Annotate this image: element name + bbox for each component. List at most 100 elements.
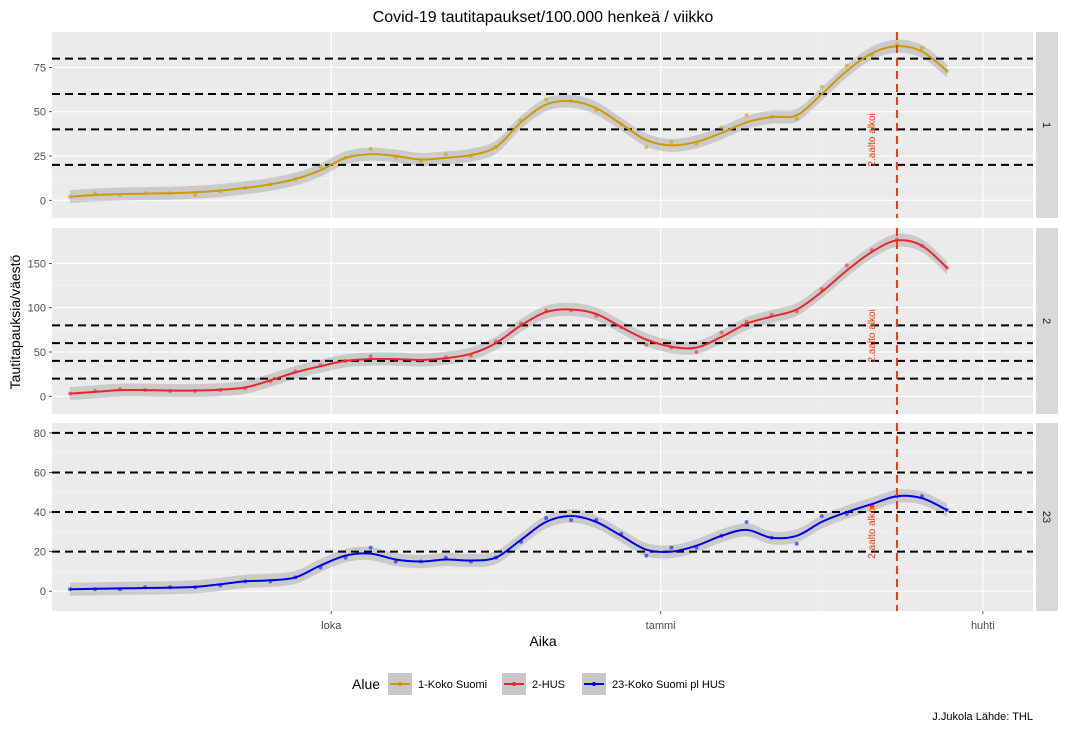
data-point bbox=[619, 531, 624, 536]
data-point bbox=[594, 313, 599, 318]
y-tick-label: 80 bbox=[34, 428, 46, 440]
data-point bbox=[644, 145, 649, 150]
data-point bbox=[493, 555, 498, 560]
data-point bbox=[293, 369, 298, 374]
legend-key-point bbox=[512, 682, 516, 686]
vertical-marker-label: 2.aalto alkoi bbox=[867, 505, 878, 558]
legend-item: 1-Koko Suomi bbox=[388, 673, 487, 695]
data-point bbox=[343, 358, 348, 363]
data-point bbox=[118, 387, 123, 392]
data-point bbox=[894, 237, 899, 242]
data-point bbox=[168, 388, 173, 393]
y-tick-label: 0 bbox=[40, 391, 46, 403]
data-point bbox=[819, 514, 824, 519]
data-point bbox=[343, 155, 348, 160]
data-point bbox=[368, 354, 373, 359]
data-point bbox=[519, 118, 524, 123]
legend-label: 2-HUS bbox=[532, 679, 565, 691]
data-point bbox=[794, 541, 799, 546]
data-point bbox=[418, 358, 423, 363]
x-axis-label: Aika bbox=[529, 633, 556, 649]
data-point bbox=[343, 555, 348, 560]
data-point bbox=[719, 330, 724, 335]
panel-background bbox=[52, 32, 1033, 218]
data-point bbox=[844, 263, 849, 268]
series-line bbox=[69, 45, 948, 198]
data-point bbox=[493, 339, 498, 344]
data-point bbox=[67, 391, 72, 396]
data-point bbox=[67, 194, 72, 199]
data-point bbox=[594, 517, 599, 522]
data-point bbox=[418, 559, 423, 564]
data-point bbox=[243, 386, 248, 391]
facet-strip-label: 23 bbox=[1040, 511, 1052, 523]
data-point bbox=[769, 535, 774, 540]
panel-2: 0 50 100 150 2.aalto alkoi 2 bbox=[28, 228, 1058, 414]
panel-background bbox=[52, 228, 1033, 414]
y-tick-label: 0 bbox=[40, 195, 46, 207]
facet-strip bbox=[1036, 228, 1058, 414]
data-point bbox=[293, 575, 298, 580]
data-point bbox=[443, 555, 448, 560]
data-point bbox=[619, 122, 624, 127]
data-point bbox=[569, 308, 574, 313]
data-point bbox=[118, 587, 123, 592]
y-axis-label: Tautitapauksia/väestö bbox=[7, 254, 23, 389]
data-point bbox=[544, 515, 549, 520]
data-point bbox=[844, 63, 849, 68]
panel-23: 0 20 40 60 80 2.aalto alkoi 23 bbox=[34, 423, 1058, 611]
legend-item: 2-HUS bbox=[502, 673, 565, 695]
data-point bbox=[468, 154, 473, 158]
y-tick-label: 50 bbox=[34, 347, 46, 359]
data-point bbox=[644, 342, 649, 347]
data-point bbox=[544, 308, 549, 313]
data-point bbox=[468, 559, 473, 564]
data-point bbox=[168, 191, 173, 196]
data-point bbox=[794, 116, 799, 121]
data-point bbox=[168, 585, 173, 590]
legend-title: Alue bbox=[352, 676, 380, 692]
data-point bbox=[519, 539, 524, 544]
data-point bbox=[844, 512, 849, 517]
data-point bbox=[669, 139, 674, 144]
data-point bbox=[869, 53, 874, 58]
data-point bbox=[268, 579, 273, 584]
data-point bbox=[719, 533, 724, 538]
data-point bbox=[218, 189, 223, 194]
data-point bbox=[819, 287, 824, 292]
data-point bbox=[393, 357, 398, 362]
data-point bbox=[569, 99, 574, 104]
data-point bbox=[193, 388, 198, 393]
data-point bbox=[569, 517, 574, 522]
data-point bbox=[869, 248, 874, 253]
data-point bbox=[193, 585, 198, 590]
data-point bbox=[945, 68, 950, 73]
y-tick-label: 50 bbox=[34, 107, 46, 119]
data-point bbox=[92, 191, 97, 196]
data-point bbox=[920, 494, 925, 499]
legend-label: 1-Koko Suomi bbox=[418, 679, 487, 691]
data-point bbox=[443, 152, 448, 157]
data-point bbox=[268, 182, 273, 187]
data-point bbox=[318, 565, 323, 570]
y-tick-label: 75 bbox=[34, 62, 46, 74]
data-point bbox=[769, 312, 774, 317]
data-point bbox=[143, 388, 148, 393]
y-tick-label: 150 bbox=[28, 258, 46, 270]
data-point bbox=[118, 192, 123, 197]
data-point bbox=[694, 141, 699, 146]
legend-label: 23-Koko Suomi pl HUS bbox=[612, 679, 725, 691]
data-point bbox=[920, 243, 925, 248]
chart-title: Covid-19 tautitapaukset/100.000 henkeä /… bbox=[373, 9, 714, 26]
data-point bbox=[769, 115, 774, 120]
caption: J.Jukola Lähde: THL bbox=[932, 711, 1033, 723]
legend: Alue 1-Koko Suomi 2-HUS 23-Koko Suomi pl H… bbox=[352, 673, 725, 695]
data-point bbox=[945, 265, 950, 270]
data-point bbox=[143, 585, 148, 590]
data-point bbox=[293, 177, 298, 182]
data-point bbox=[945, 508, 950, 513]
data-point bbox=[218, 583, 223, 588]
facet-strip-label: 1 bbox=[1040, 122, 1052, 128]
data-point bbox=[418, 159, 423, 164]
data-point bbox=[819, 84, 824, 89]
